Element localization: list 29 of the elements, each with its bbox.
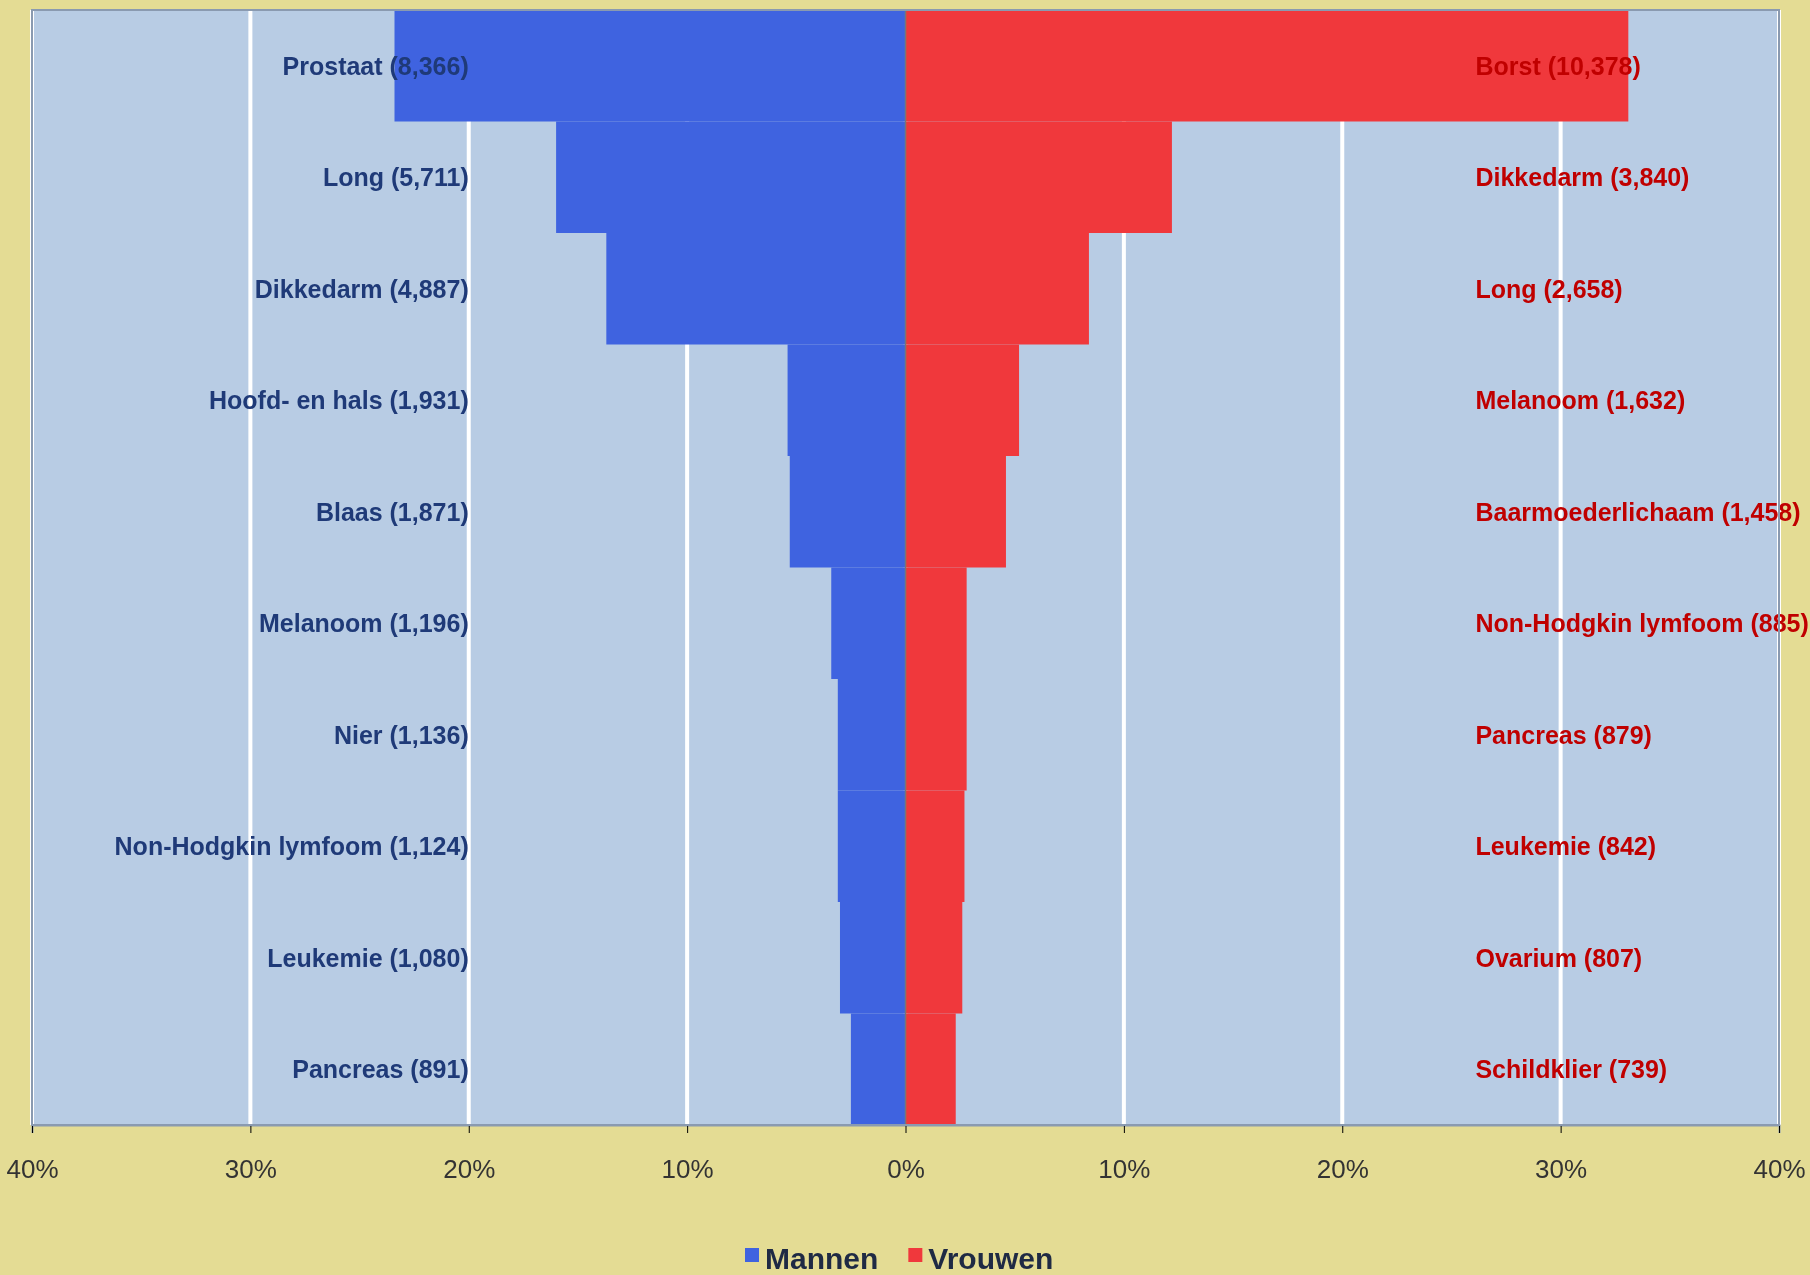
- x-tick-label: 10%: [1098, 1153, 1151, 1184]
- annotation: Hoofd- en hals (1,931): [208, 386, 469, 414]
- annotation: Melanoom (1,196): [258, 609, 469, 637]
- annotation: Schildklier (739): [1475, 1055, 1668, 1083]
- x-tick-label: 0%: [887, 1153, 925, 1184]
- x-tick-label: 20%: [1316, 1153, 1369, 1184]
- legend-label: Vrouwen: [928, 1241, 1054, 1275]
- x-tick-label: 40%: [1753, 1153, 1806, 1184]
- annotation: Non-Hodgkin lymfoom (1,124): [114, 832, 469, 860]
- annotation: Pancreas (891): [292, 1055, 469, 1083]
- annotation: Non-Hodgkin lymfoom (885): [1475, 609, 1809, 637]
- annotation: Dikkedarm (3,840): [1475, 163, 1690, 191]
- annotation: Ovarium (807): [1475, 943, 1643, 972]
- x-tick-label: 20%: [443, 1153, 496, 1184]
- x-tick-label: 30%: [224, 1153, 277, 1184]
- annotation: Dikkedarm (4,887): [254, 274, 469, 303]
- annotation: Leukemie (842): [1475, 832, 1657, 860]
- annotation: Long (5,711): [322, 163, 469, 191]
- x-tick-label: 10%: [661, 1153, 714, 1184]
- x-tick-label: 40%: [6, 1153, 59, 1184]
- annotation: Blaas (1,871): [315, 497, 469, 526]
- annotation: Leukemie (1,080): [267, 943, 469, 972]
- annotation: Pancreas (879): [1475, 720, 1652, 749]
- annotation: Long (2,658): [1475, 274, 1623, 303]
- annotation: Baarmoederlichaam (1,458): [1475, 497, 1801, 526]
- x-tick-label: 30%: [1535, 1153, 1588, 1184]
- annotation: Melanoom (1,632): [1475, 386, 1686, 414]
- annotation: Nier (1,136): [333, 720, 469, 749]
- legend-label: Mannen: [765, 1241, 879, 1275]
